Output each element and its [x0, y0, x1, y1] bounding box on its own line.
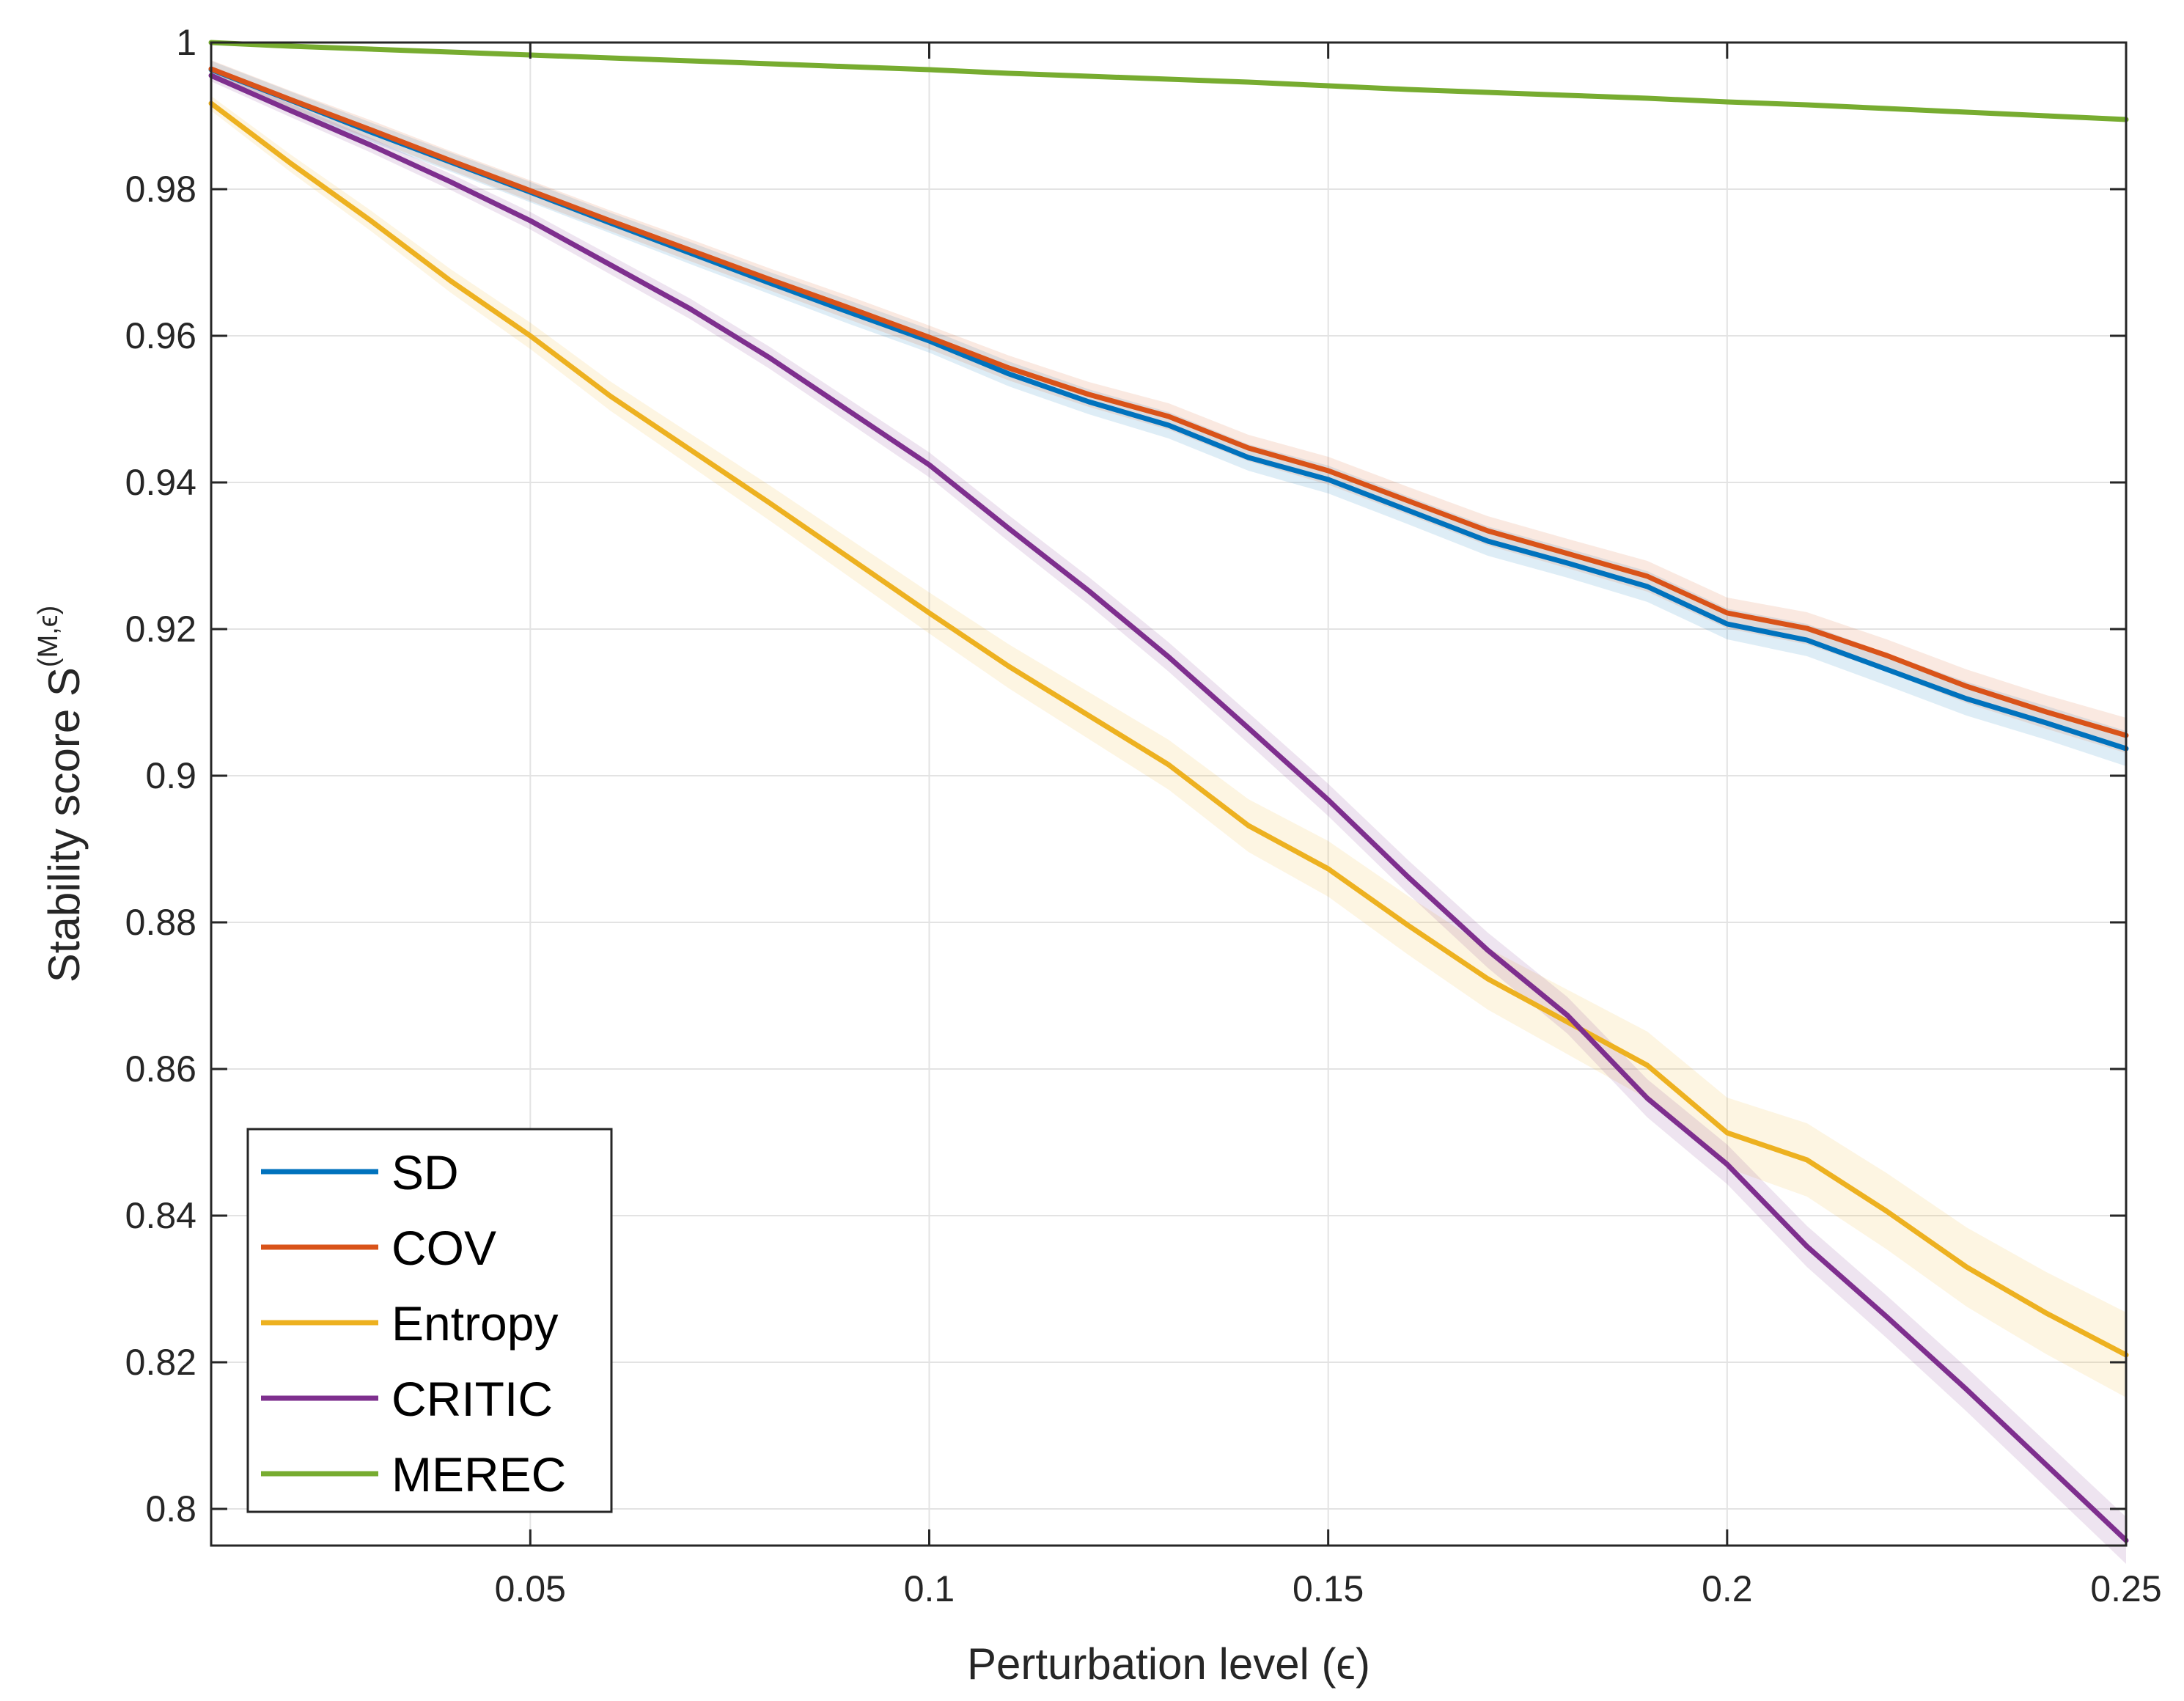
legend: SD COV Entropy CRITIC MEREC — [246, 1128, 613, 1513]
x-tick-label: 0.2 — [1702, 1568, 1753, 1609]
series-line-cov — [208, 66, 2129, 738]
y-tick-label: 1 — [176, 22, 196, 63]
x-axis-label: Perturbation level (ϵ) — [967, 1639, 1370, 1689]
y-axis-label-main: Stability score S — [40, 667, 89, 982]
legend-label-merec: MEREC — [391, 1447, 566, 1502]
plot-frame — [210, 41, 2128, 1547]
legend-label-critic: CRITIC — [391, 1372, 553, 1426]
x-tick-label: 0.15 — [1293, 1568, 1364, 1609]
y-tick-label: 0.88 — [125, 902, 196, 943]
y-tick-label: 0.86 — [125, 1048, 196, 1090]
y-tick-label: 0.98 — [125, 169, 196, 210]
series-lines — [208, 40, 2129, 1543]
series-band-entropy — [211, 96, 2126, 1397]
legend-label-sd: SD — [391, 1145, 459, 1199]
series-band-sd — [211, 61, 2126, 766]
legend-label-entropy: Entropy — [391, 1296, 558, 1351]
axis-ticks — [211, 41, 2128, 1546]
y-tick-label: 0.9 — [145, 755, 196, 796]
y-tick-label: 0.96 — [125, 315, 196, 356]
series-band-cov — [211, 60, 2126, 753]
legend-label-cov: COV — [391, 1221, 496, 1275]
x-tick-label: 0.1 — [904, 1568, 955, 1609]
y-tick-label: 0.84 — [125, 1195, 196, 1236]
y-axis-label: Stability score S(M,ϵ) — [33, 606, 89, 982]
x-tick-label: 0.25 — [2090, 1568, 2161, 1609]
y-tick-label: 0.8 — [145, 1488, 196, 1529]
y-tick-label: 0.82 — [125, 1342, 196, 1383]
series-line-critic — [208, 73, 2129, 1543]
y-tick-label: 0.94 — [125, 462, 196, 503]
y-tick-label: 0.92 — [125, 609, 196, 650]
x-tick-label: 0.05 — [495, 1568, 566, 1609]
axis-tick-labels: 0.05 0.1 0.15 0.2 0.25 0.8 0.82 0.84 0.86 0.88 0.9… — [125, 22, 2162, 1609]
y-axis-label-superscript: (M,ϵ) — [33, 606, 64, 667]
series-line-entropy — [208, 100, 2129, 1358]
y-axis-label-text: Stability score S(M,ϵ) — [33, 606, 89, 982]
